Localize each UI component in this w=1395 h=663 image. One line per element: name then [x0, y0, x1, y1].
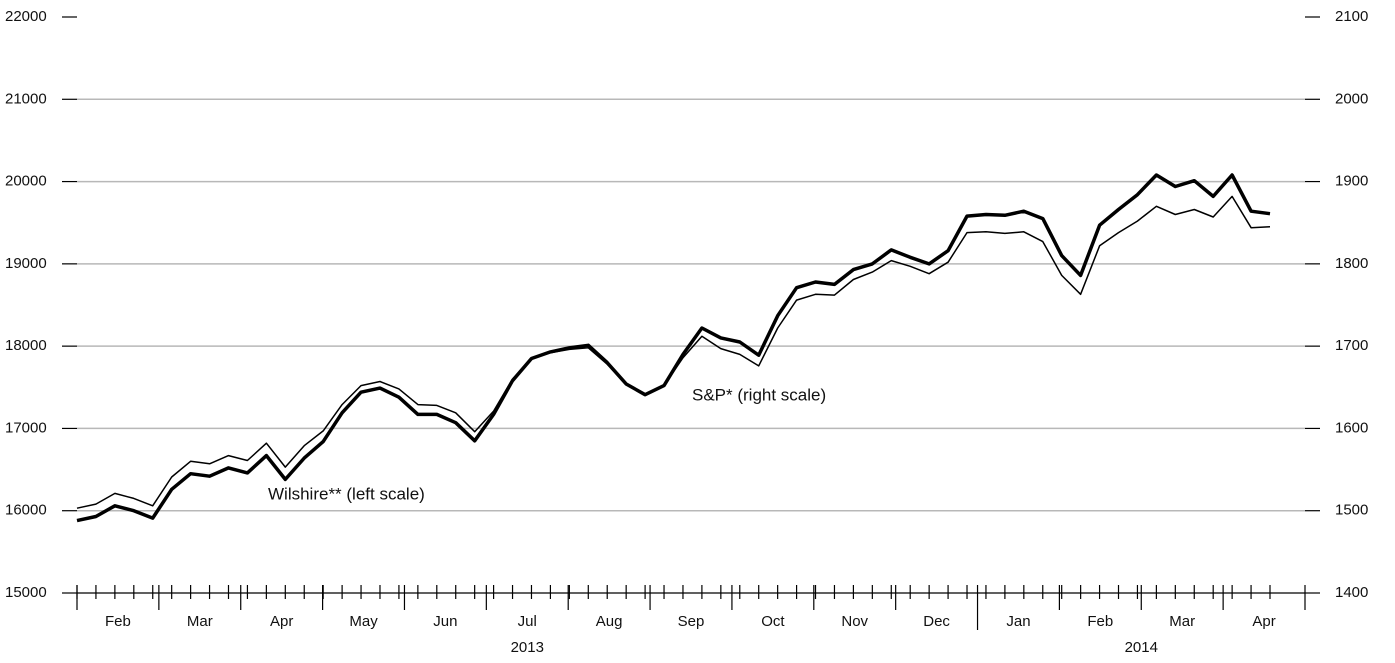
- y-tick-label: 16000: [5, 502, 47, 519]
- y2-tick-label: 1700: [1335, 337, 1368, 354]
- y2-tick-label: 2100: [1335, 8, 1368, 25]
- month-label: Jul: [518, 613, 537, 630]
- month-label: Feb: [105, 613, 131, 630]
- month-label: Mar: [187, 613, 213, 630]
- month-label: Feb: [1087, 613, 1113, 630]
- month-label: Mar: [1169, 613, 1195, 630]
- series-label: Wilshire** (left scale): [268, 484, 425, 503]
- series-label: S&P* (right scale): [692, 385, 826, 404]
- month-label: Nov: [841, 613, 868, 630]
- y2-tick-label: 1600: [1335, 419, 1368, 436]
- month-label: May: [349, 613, 378, 630]
- month-label: Sep: [678, 613, 705, 630]
- y-tick-label: 15000: [5, 584, 47, 601]
- series-line: [76, 195, 1271, 509]
- month-label: Dec: [923, 613, 950, 630]
- y-tick-label: 22000: [5, 8, 47, 25]
- year-label: 2014: [1125, 639, 1158, 656]
- month-label: Apr: [270, 613, 293, 630]
- y2-tick-label: 1800: [1335, 255, 1368, 272]
- series-line: [76, 173, 1271, 523]
- month-label: Oct: [761, 613, 785, 630]
- y2-tick-label: 2000: [1335, 90, 1368, 107]
- y-tick-label: 21000: [5, 90, 47, 107]
- month-label: Apr: [1252, 613, 1275, 630]
- y2-tick-label: 1900: [1335, 173, 1368, 190]
- year-label: 2013: [511, 639, 544, 656]
- y2-tick-label: 1500: [1335, 502, 1368, 519]
- y-tick-label: 18000: [5, 337, 47, 354]
- y2-tick-label: 1400: [1335, 584, 1368, 601]
- month-label: Jun: [433, 613, 457, 630]
- y-tick-label: 19000: [5, 255, 47, 272]
- month-label: Aug: [596, 613, 623, 630]
- month-label: Jan: [1006, 613, 1030, 630]
- y-tick-label: 20000: [5, 173, 47, 190]
- y-tick-label: 17000: [5, 419, 47, 436]
